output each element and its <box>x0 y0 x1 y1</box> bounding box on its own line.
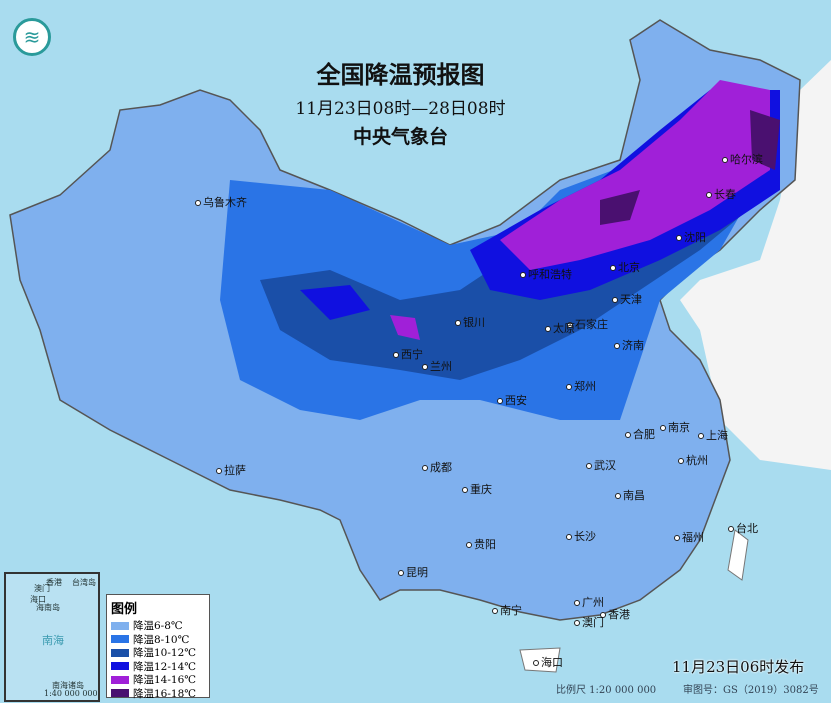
city-label: 长沙 <box>566 528 596 544</box>
legend-swatch <box>111 648 129 657</box>
legend-item: 降温10-12℃ <box>111 646 205 660</box>
inset-scale: 1:40 000 000 <box>44 689 98 698</box>
legend-label: 降温14-16℃ <box>133 674 197 687</box>
legend-item: 降温6-8℃ <box>111 619 205 633</box>
legend-swatch <box>111 621 129 630</box>
south-china-sea-inset: 香港 澳门 台湾岛 海口 海南岛 南海 南海诸岛 1:40 000 000 <box>4 572 100 702</box>
zone-14-16 <box>500 80 770 270</box>
map-title: 全国降温预报图 <box>316 61 485 89</box>
city-label: 南京 <box>660 419 690 435</box>
city-label: 香港 <box>600 606 630 622</box>
city-label: 福州 <box>674 529 704 545</box>
legend-item: 降温12-14℃ <box>111 660 205 674</box>
zone-16-18 <box>600 110 780 225</box>
map-scale: 比例尺 1:20 000 000 <box>556 685 657 696</box>
city-label: 贵阳 <box>466 536 496 552</box>
land-outside <box>0 0 831 470</box>
zone-12-14-west <box>300 285 370 320</box>
legend-item: 降温16-18℃ <box>111 687 205 701</box>
legend-swatch <box>111 635 129 644</box>
forecast-period: 11月23日08时—28日08时 <box>295 99 506 119</box>
city-label: 合肥 <box>625 426 655 442</box>
city-label: 西宁 <box>393 346 423 362</box>
city-label: 海口 <box>533 654 563 670</box>
city-label: 呼和浩特 <box>520 266 572 282</box>
legend-label: 降温6-8℃ <box>133 620 183 633</box>
inset-label: 南海诸岛 <box>52 681 84 690</box>
taiwan <box>727 529 749 581</box>
city-label: 太原 <box>545 320 575 336</box>
city-label: 广州 <box>574 594 604 610</box>
city-label: 哈尔滨 <box>722 151 763 167</box>
legend: 图例 降温6-8℃ 降温8-10℃ 降温10-12℃ 降温12-14℃ 降温14… <box>106 594 210 701</box>
city-label: 南宁 <box>492 602 522 618</box>
city-label: 郑州 <box>566 378 596 394</box>
city-label: 重庆 <box>462 481 492 497</box>
city-label: 北京 <box>610 259 640 275</box>
legend-swatch <box>111 689 129 698</box>
city-label: 石家庄 <box>567 316 608 332</box>
city-label: 杭州 <box>678 452 708 468</box>
legend-item: 降温14-16℃ <box>111 673 205 687</box>
city-label: 长春 <box>706 186 736 202</box>
publish-time: 11月23日06时发布 <box>672 658 805 676</box>
inset-label: 香港 <box>46 578 62 587</box>
legend-label: 降温8-10℃ <box>133 633 190 646</box>
map-approval-number: 审图号：GS（2019）3082号 <box>683 685 819 696</box>
legend-swatch <box>111 662 129 671</box>
inset-label: 南海 <box>42 634 64 647</box>
city-label: 澳门 <box>574 614 604 630</box>
legend-label: 降温10-12℃ <box>133 647 197 660</box>
city-label: 拉萨 <box>216 462 246 478</box>
legend-title: 图例 <box>111 602 138 617</box>
city-label: 沈阳 <box>676 229 706 245</box>
inset-label: 海南岛 <box>36 603 60 612</box>
city-label: 西安 <box>497 392 527 408</box>
city-label: 昆明 <box>398 564 428 580</box>
legend-swatch <box>111 675 129 684</box>
legend-label: 降温12-14℃ <box>133 660 197 673</box>
city-label: 银川 <box>455 314 485 330</box>
cma-logo: ≋ <box>13 18 51 56</box>
inset-label: 澳门 <box>34 584 50 593</box>
inset-label: 海口 <box>30 595 46 604</box>
city-label: 成都 <box>422 459 452 475</box>
city-label: 济南 <box>614 337 644 353</box>
city-label: 武汉 <box>586 457 616 473</box>
city-label: 天津 <box>612 291 642 307</box>
city-label: 南昌 <box>615 487 645 503</box>
zone-14-16-west <box>390 315 420 340</box>
city-label: 兰州 <box>422 358 452 374</box>
legend-item: 降温8-10℃ <box>111 633 205 647</box>
city-label: 台北 <box>728 520 758 536</box>
city-label: 上海 <box>698 427 728 443</box>
city-label: 乌鲁木齐 <box>195 194 247 210</box>
legend-label: 降温16-18℃ <box>133 687 197 700</box>
issuer: 中央气象台 <box>352 126 448 148</box>
inset-label: 台湾岛 <box>72 578 96 587</box>
